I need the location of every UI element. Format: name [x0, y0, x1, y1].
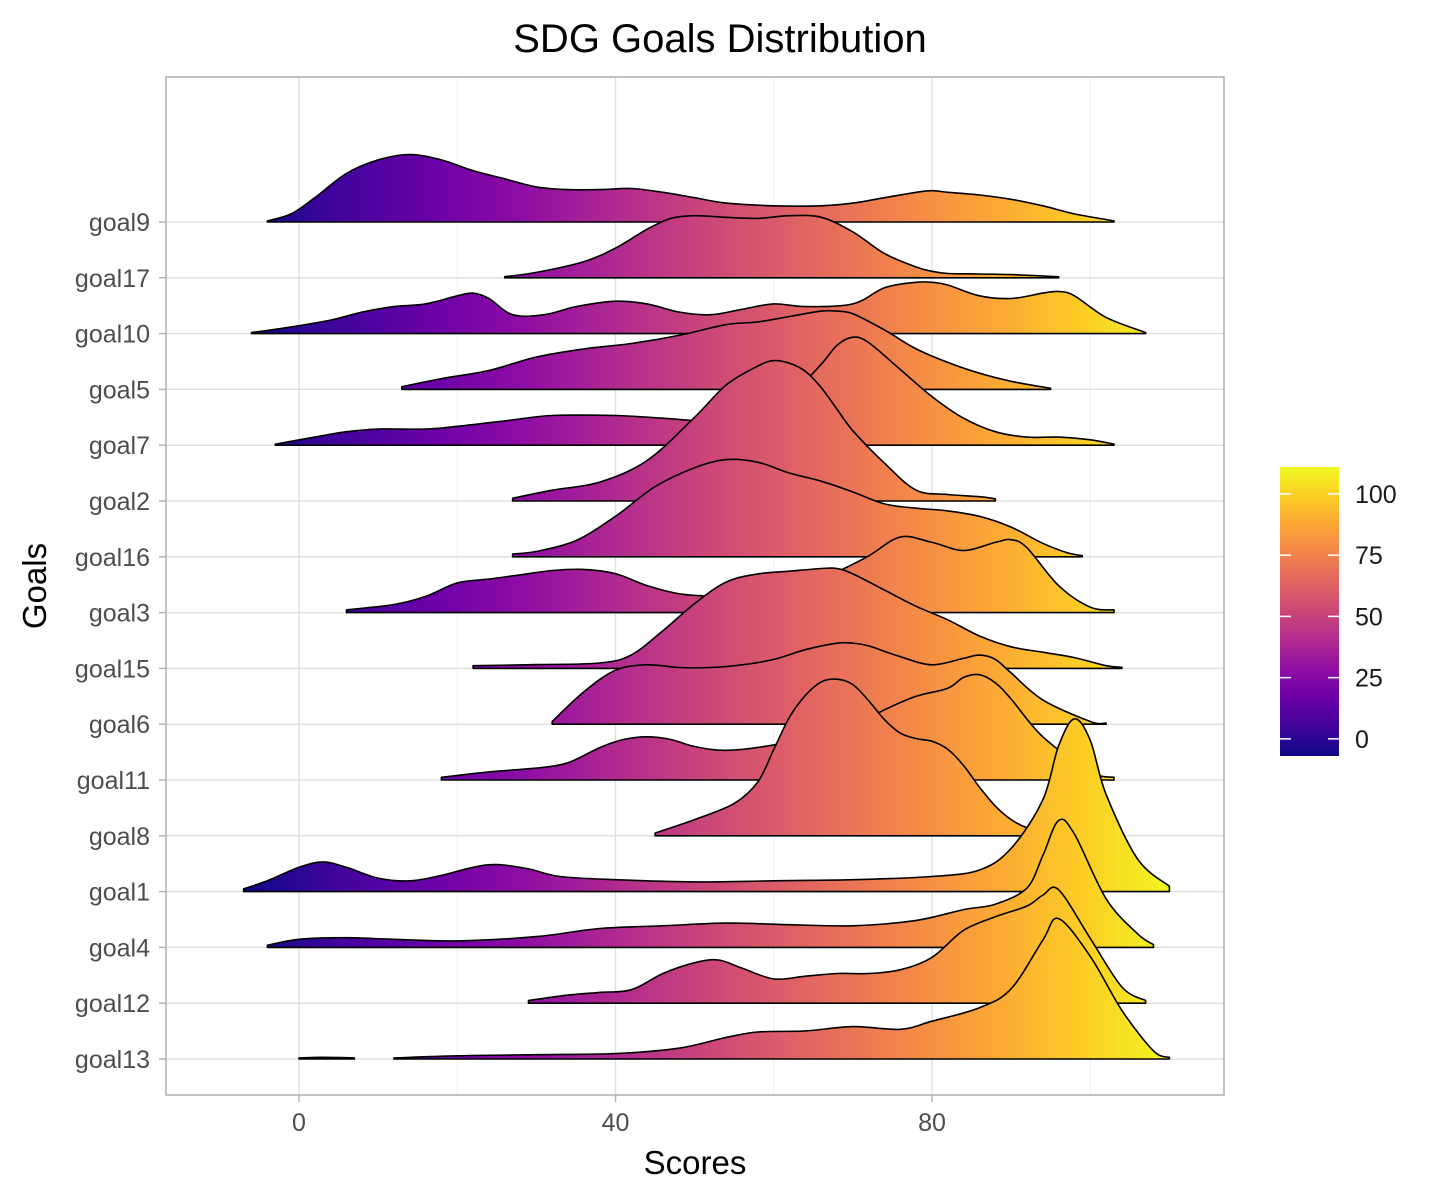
ridge-goal12 [527, 886, 1147, 1004]
ridge-area [527, 886, 1147, 1004]
ridges [242, 153, 1171, 1060]
y-tick-label-goal11: goal11 [77, 767, 150, 795]
colorbar-legend: 0 25 50 75 100 [1280, 467, 1397, 756]
ridge-goal15 [472, 567, 1123, 670]
y-tick-label-goal1: goal1 [89, 879, 150, 907]
colorbar [1280, 467, 1339, 756]
ridge-area [250, 280, 1147, 335]
ridge-goal16 [511, 458, 1084, 558]
x-tick-label: 80 [918, 1109, 946, 1137]
ridge-area [472, 567, 1123, 670]
colorbar-label: 100 [1355, 481, 1397, 509]
ridge-goal8 [654, 678, 1052, 837]
y-tick-label-goal5: goal5 [89, 376, 150, 404]
ridge-area [298, 1056, 356, 1060]
y-tick-label-goal9: goal9 [89, 209, 150, 237]
y-tick-label-goal4: goal4 [89, 934, 150, 962]
x-axis-ticks: 0 40 80 [292, 1095, 946, 1137]
ridge-goal9 [266, 153, 1115, 223]
x-axis-title: Scores [644, 1144, 747, 1181]
ridge-goal2 [511, 359, 997, 502]
ridge-goal17 [503, 214, 1060, 279]
y-axis-title: Goals [16, 543, 53, 629]
ridge-goal13 [298, 917, 1171, 1060]
colorbar-label: 0 [1355, 726, 1369, 754]
ridge-area [503, 214, 1060, 279]
y-tick-label-goal16: goal16 [75, 544, 150, 572]
chart-title: SDG Goals Distribution [513, 17, 926, 61]
x-tick-label: 0 [292, 1109, 306, 1137]
y-tick-label-goal8: goal8 [89, 823, 150, 851]
ridge-area [511, 458, 1084, 558]
y-tick-label-goal2: goal2 [89, 488, 150, 516]
ridge-goal10 [250, 280, 1147, 335]
ridge-area [393, 917, 1171, 1060]
colorbar-label: 75 [1355, 542, 1383, 570]
panel-border [165, 76, 1225, 1096]
y-axis-ticks: goal13 goal12 goal4 goal1 goal8 goal11 goal6 go… [75, 209, 166, 1074]
ridge-area [654, 678, 1052, 837]
y-tick-label-goal17: goal17 [75, 265, 150, 293]
y-tick-label-goal3: goal3 [89, 600, 150, 628]
ridge-area [266, 153, 1115, 223]
y-tick-label-goal12: goal12 [75, 990, 150, 1018]
y-tick-label-goal10: goal10 [75, 321, 150, 349]
x-tick-label: 40 [602, 1109, 630, 1137]
y-tick-label-goal13: goal13 [75, 1046, 150, 1074]
colorbar-label: 50 [1355, 603, 1383, 631]
y-tick-label-goal7: goal7 [89, 432, 150, 460]
colorbar-label: 25 [1355, 665, 1383, 693]
ridge-area [511, 359, 997, 502]
y-tick-label-goal15: goal15 [75, 655, 150, 683]
y-tick-label-goal6: goal6 [89, 711, 150, 739]
